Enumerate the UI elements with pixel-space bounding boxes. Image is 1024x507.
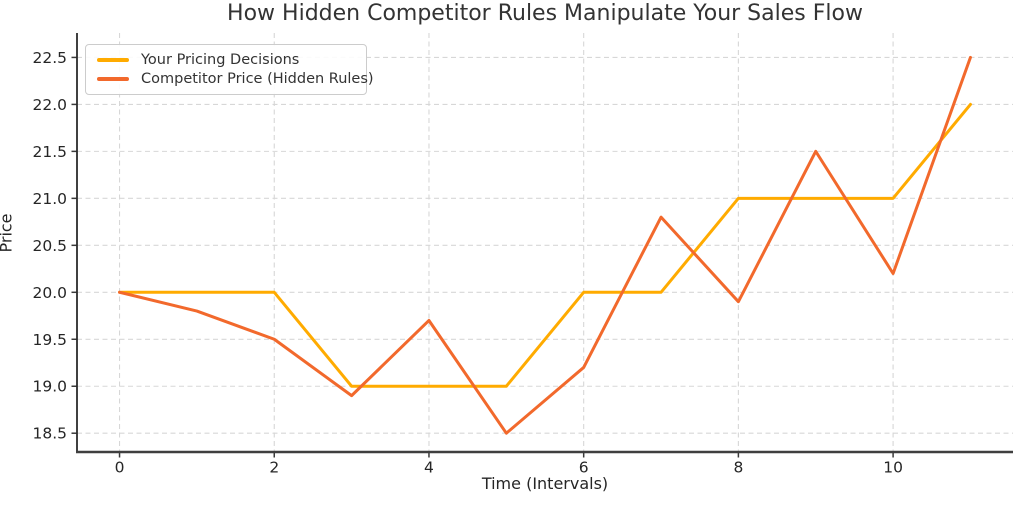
y-tick-label: 19.5 (32, 331, 67, 349)
y-tick-label: 22.0 (32, 96, 67, 114)
y-tick-label: 21.5 (32, 143, 67, 161)
legend-label-your-pricing: Your Pricing Decisions (141, 52, 300, 69)
legend: Your Pricing Decisions Competitor Price … (85, 44, 374, 95)
y-axis-label: Price (0, 213, 16, 253)
x-tick-label: 8 (733, 459, 743, 477)
y-tick-label: 18.5 (32, 425, 67, 443)
legend-item-competitor-price: Competitor Price (Hidden Rules) (97, 70, 374, 89)
series-line-competitor-price (118, 55, 972, 435)
x-axis-label: Time (Intervals) (481, 474, 609, 493)
legend-swatch-your-pricing-icon (97, 58, 129, 63)
x-tick-label: 4 (424, 459, 434, 477)
chart-title: How Hidden Competitor Rules Manipulate Y… (227, 1, 863, 26)
x-tick-label: 10 (883, 459, 903, 477)
series-line-your-pricing (118, 102, 972, 388)
x-tick-label: 0 (115, 459, 125, 477)
y-tick-label: 22.5 (32, 49, 67, 67)
legend-swatch-competitor-price-icon (97, 76, 129, 81)
y-tick-label: 20.5 (32, 237, 67, 255)
x-tick-label: 2 (269, 459, 279, 477)
legend-item-your-pricing: Your Pricing Decisions (97, 51, 354, 70)
legend-label-competitor-price: Competitor Price (Hidden Rules) (141, 70, 374, 87)
y-tick-label: 21.0 (32, 190, 67, 208)
y-tick-label: 20.0 (32, 284, 67, 302)
y-tick-label: 19.0 (32, 378, 67, 396)
x-tick-label: 6 (579, 459, 589, 477)
